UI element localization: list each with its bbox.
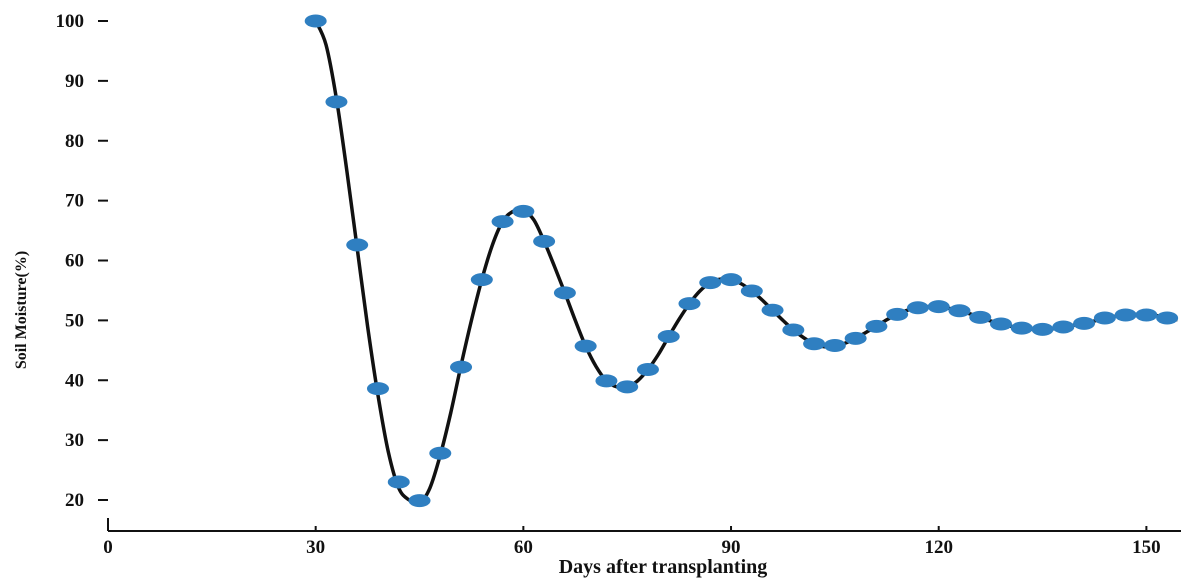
y-tick-label: 80 bbox=[65, 131, 84, 152]
data-point bbox=[533, 235, 555, 248]
data-points-group bbox=[305, 15, 1178, 508]
y-tick-label: 90 bbox=[65, 71, 84, 92]
y-tick-label: 20 bbox=[65, 490, 84, 511]
data-point bbox=[492, 215, 514, 228]
data-point bbox=[554, 286, 576, 299]
data-point bbox=[388, 476, 410, 489]
data-point bbox=[658, 330, 680, 343]
data-point bbox=[450, 361, 472, 374]
y-axis-title: Soil Moisture(%) bbox=[13, 251, 30, 369]
data-point bbox=[741, 285, 763, 298]
data-point bbox=[471, 273, 493, 286]
y-tick-label: 70 bbox=[65, 191, 84, 212]
data-point bbox=[1115, 308, 1137, 321]
data-point bbox=[595, 374, 617, 387]
x-tick-label: 30 bbox=[306, 537, 325, 558]
data-point bbox=[845, 332, 867, 345]
labels-group: Days after transplanting Soil Moisture(%… bbox=[13, 251, 767, 578]
y-tick-label: 40 bbox=[65, 370, 84, 391]
y-tick-label: 30 bbox=[65, 430, 84, 451]
x-tick-label: 60 bbox=[514, 537, 533, 558]
data-point bbox=[1156, 311, 1178, 324]
x-axis-title: Days after transplanting bbox=[559, 556, 768, 578]
data-point bbox=[1011, 322, 1033, 335]
data-point bbox=[1052, 320, 1074, 333]
data-point bbox=[907, 301, 929, 314]
data-point bbox=[886, 308, 908, 321]
data-point bbox=[637, 363, 659, 376]
data-point bbox=[1073, 317, 1095, 330]
data-point bbox=[367, 382, 389, 395]
data-point bbox=[616, 380, 638, 393]
data-point bbox=[762, 304, 784, 317]
data-point bbox=[990, 317, 1012, 330]
data-point bbox=[865, 320, 887, 333]
data-point bbox=[948, 304, 970, 317]
data-point bbox=[325, 95, 347, 108]
x-tick-label: 90 bbox=[722, 537, 741, 558]
axes-group: 0 30 60 90 120 150 20 30 40 50 60 70 80 90 100 bbox=[56, 11, 1181, 558]
y-tick-label: 100 bbox=[56, 11, 85, 32]
data-point bbox=[678, 297, 700, 310]
y-tick-label: 60 bbox=[65, 251, 84, 272]
fitted-curve-line bbox=[316, 21, 1178, 504]
data-point bbox=[346, 238, 368, 251]
data-point bbox=[824, 339, 846, 352]
x-tick-label: 120 bbox=[924, 537, 953, 558]
fitted-curve-group bbox=[316, 21, 1178, 504]
data-point bbox=[969, 311, 991, 324]
data-point bbox=[782, 323, 804, 336]
data-point bbox=[512, 205, 534, 218]
data-point bbox=[1032, 323, 1054, 336]
data-point bbox=[1135, 308, 1157, 321]
data-point bbox=[305, 15, 327, 28]
data-point bbox=[409, 494, 431, 507]
x-tick-label: 150 bbox=[1132, 537, 1161, 558]
y-tick-label: 50 bbox=[65, 310, 84, 331]
x-tick-label: 0 bbox=[103, 537, 113, 558]
data-point bbox=[699, 276, 721, 289]
data-point bbox=[575, 340, 597, 353]
data-point bbox=[1094, 311, 1116, 324]
data-point bbox=[928, 300, 950, 313]
data-point bbox=[720, 273, 742, 286]
data-point bbox=[429, 447, 451, 460]
data-point bbox=[803, 337, 825, 350]
